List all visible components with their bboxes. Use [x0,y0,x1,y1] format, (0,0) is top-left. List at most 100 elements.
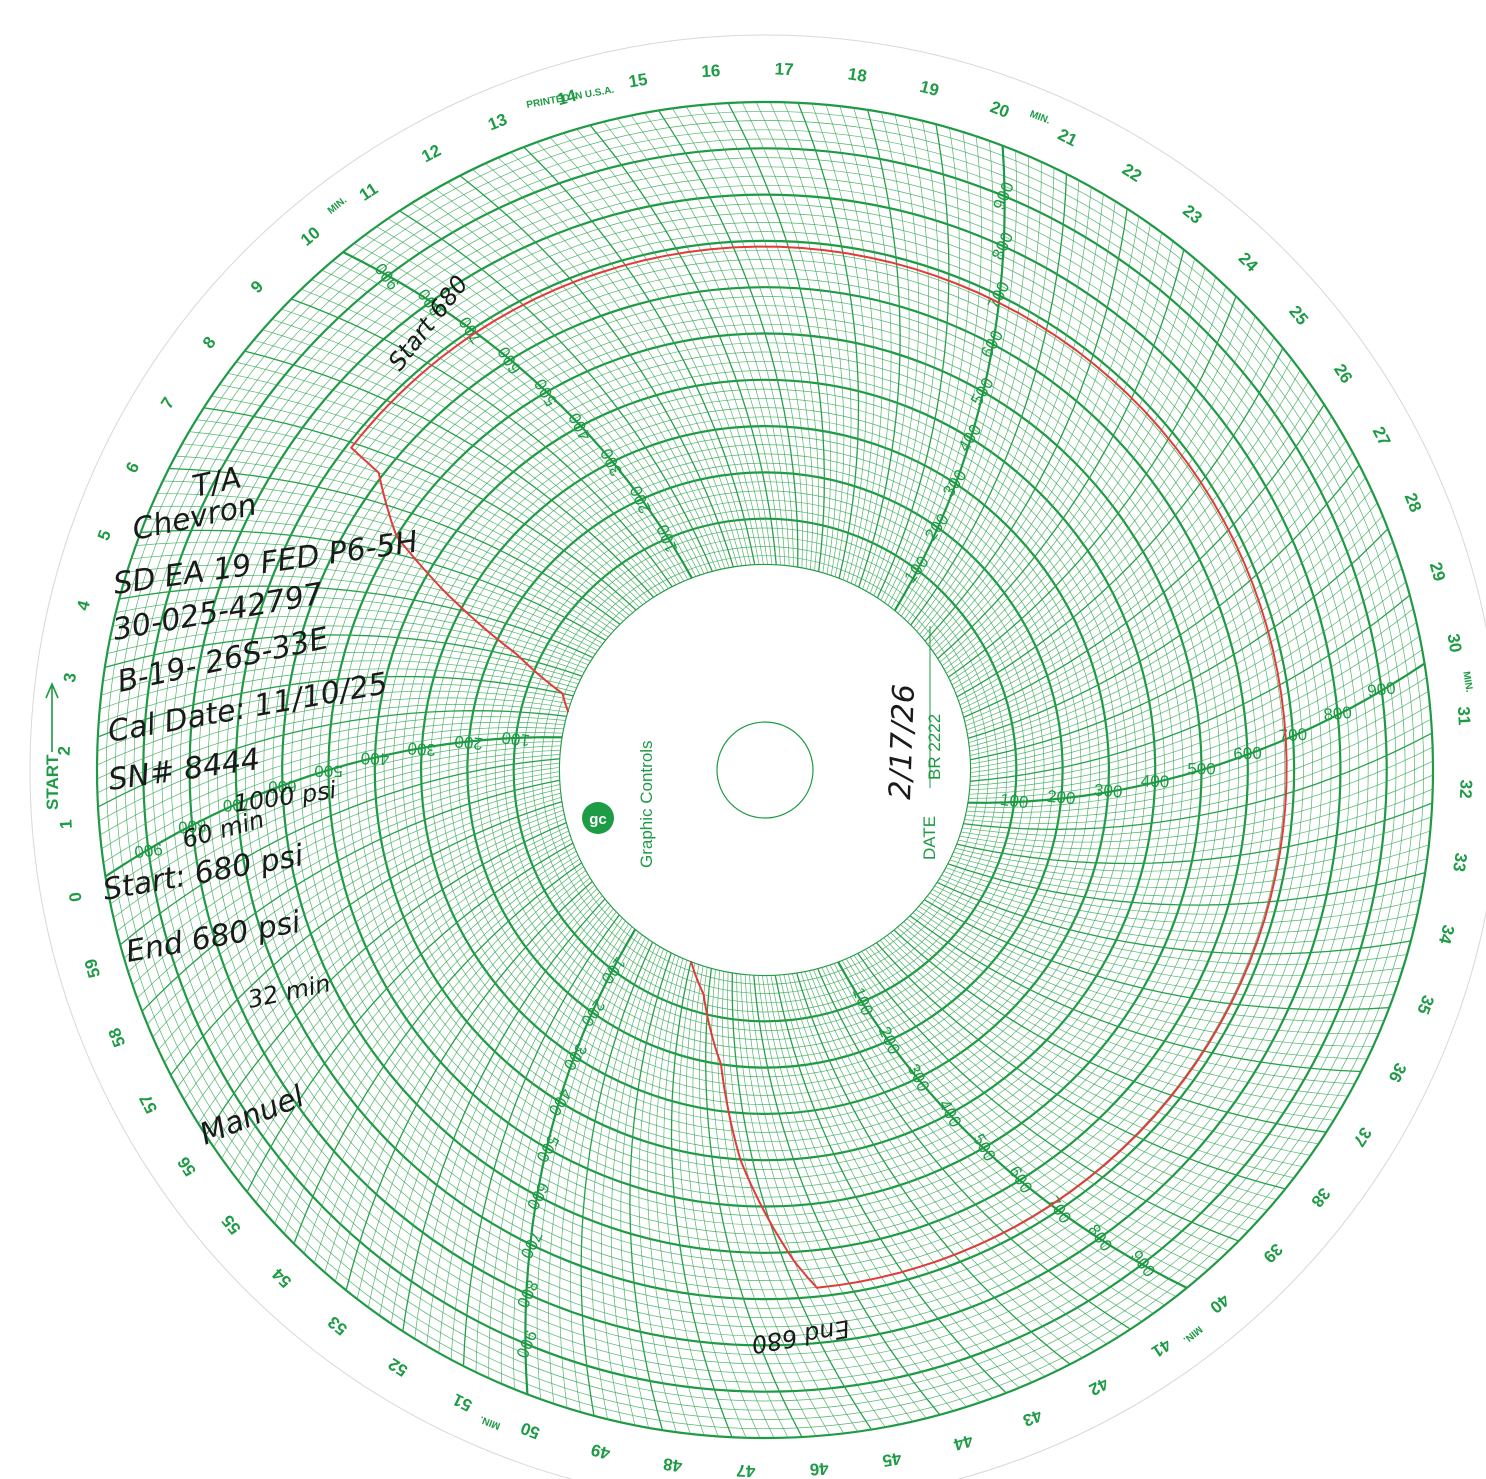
time-line [949,858,1428,897]
time-line [918,905,1379,1035]
pressure-ring-220 [457,462,1073,1078]
pressure-ring-340 [402,407,1128,1133]
time-line [916,187,1092,632]
minute-label: 30 [1444,632,1466,654]
time-line [909,914,1362,1073]
time-line [741,102,831,574]
time-line [865,114,920,592]
time-line [945,867,1423,915]
time-line [969,541,1394,765]
time-line [893,929,1327,1133]
pressure-ring-160 [485,490,1045,1050]
time-line [548,934,643,1404]
time-line [390,894,603,1324]
brand-logo: gc [582,802,614,834]
time-line [168,467,621,626]
time-line [141,779,561,1012]
time-line [603,121,781,566]
pressure-ring-940 [124,129,1406,1411]
time-line [97,683,573,752]
time-line [303,866,585,1254]
time-line [912,912,1368,1060]
time-line [853,954,1229,1252]
time-line [107,741,563,891]
time-line [423,195,722,570]
time-line [686,106,808,570]
time-line [783,974,1033,1383]
time-line [841,959,1198,1280]
time-line [957,358,1292,702]
time-line [890,140,994,609]
time-line [283,858,581,1234]
time-line [644,112,794,568]
time-line [856,952,1239,1242]
time-line [589,124,777,566]
time-line [880,127,960,601]
time-line [886,934,1311,1156]
time-line [954,337,1275,694]
time-line [804,970,1095,1352]
minute-label: 2 [55,746,74,756]
time-line [770,974,994,1399]
time-line [274,854,579,1224]
pressure-ring-180 [476,481,1054,1059]
time-line [536,931,640,1400]
minute-label: 0 [65,891,85,903]
time-line [119,758,561,946]
time-line [903,921,1348,1097]
time-line [104,736,563,878]
time-line [104,634,583,678]
time-line [497,157,747,566]
time-line [868,946,1268,1211]
date-label: DATE [920,816,939,860]
pressure-tick-label: 600 [1233,744,1262,764]
time-line [262,329,662,594]
pressure-ring-980 [105,110,1425,1430]
time-line [862,112,910,590]
time-line [311,279,681,584]
time-line [190,813,565,1112]
time-line [711,968,817,1437]
time-line [952,830,1431,880]
time-line [969,568,1403,774]
time-line [936,249,1185,660]
pressure-ring-460 [346,351,1184,1189]
minute-label: 29 [1426,560,1449,583]
time-line [960,760,1434,843]
time-line [951,844,1429,888]
time-line [264,850,577,1214]
time-line [757,974,954,1412]
time-line [727,102,825,573]
time-line [968,622,1417,791]
time-line [873,120,939,597]
time-line [940,874,1418,934]
time-line [670,961,733,1438]
time-line [685,964,761,1439]
time-line [353,243,697,578]
time-line [332,260,689,581]
time-line [438,908,614,1353]
time-line [879,939,1295,1179]
pressure-ring-840 [170,175,1360,1365]
minute-label: 15 [627,70,649,92]
time-line [484,163,743,567]
time-line [123,762,561,959]
time-line [968,635,1420,795]
time-line [97,710,568,808]
time-line [969,515,1383,756]
minute-label: 45 [881,1449,903,1471]
minute-label: 44 [951,1431,975,1454]
time-line [601,945,661,1423]
time-line [774,974,1007,1394]
time-line [800,971,1083,1359]
pressure-ring-900 [142,147,1388,1393]
pressure-ring-20 [550,555,980,985]
time-line [524,928,637,1395]
pressure-ring-100 [512,517,1018,1023]
brand-name: Graphic Controls [637,740,656,868]
time-line [113,749,562,918]
time-line [755,101,838,575]
pressure-tick-label: 200 [1046,787,1076,809]
pressure-ring-120 [504,509,1026,1031]
time-line [376,226,705,575]
